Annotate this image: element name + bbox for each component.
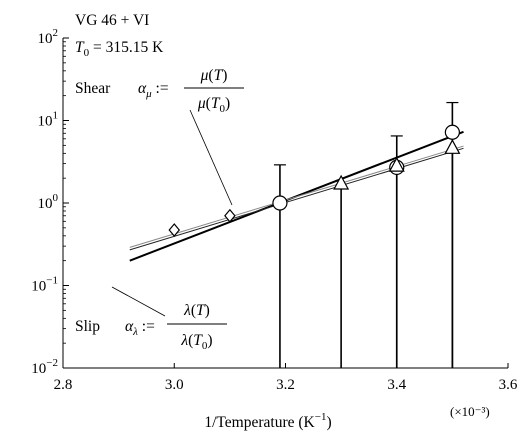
y-tick-label: 100 [38, 192, 59, 212]
error-bars [273, 101, 459, 368]
shear-numerator: μ(T) [200, 67, 228, 84]
slip-numerator: λ(T) [183, 302, 210, 319]
y-tick-label: 10−1 [31, 275, 58, 295]
x-tick-label: 3.2 [276, 377, 295, 393]
shear-alpha: αμ := [138, 80, 169, 100]
x-axis-label: 1/Temperature (K−1) [204, 411, 331, 431]
slip-alpha: αλ := [125, 318, 155, 338]
triangle-marker [333, 174, 350, 190]
x-tick-label: 3.6 [499, 377, 518, 393]
slip-denominator: λ(T0) [180, 332, 212, 352]
slip-label: Slip [75, 318, 100, 335]
header-line-2: T0 = 315.15 K [75, 39, 164, 59]
x-tick-label: 3.4 [387, 377, 406, 393]
diamond-marker [224, 208, 236, 223]
diamond-marker [168, 223, 181, 237]
x-tick-label: 3.0 [165, 377, 184, 393]
triangle-marker [444, 139, 461, 154]
triangle-marker [388, 156, 405, 172]
axis-ticks: 2.8 3.0 3.2 3.4 3.6 10−2 10−1 100 101 102 [31, 27, 518, 393]
slip-leader-line [111, 286, 166, 317]
y-tick-label: 101 [38, 110, 59, 130]
data-markers [168, 124, 461, 237]
y-tick-label: 102 [38, 27, 59, 47]
shear-label: Shear [75, 80, 111, 97]
y-tick-label: 10−2 [31, 357, 58, 377]
x-tick-label: 2.8 [54, 377, 73, 393]
shear-denominator: μ(T0) [197, 95, 230, 115]
shear-leader-line [189, 109, 233, 206]
circle-marker [444, 124, 460, 140]
fit-line-thin-dark [129, 147, 464, 251]
x-multiplier: (×10⁻³) [450, 404, 490, 419]
fit-lines [129, 130, 464, 262]
circle-marker [272, 195, 288, 211]
fit-line-thin-gray [129, 145, 464, 248]
header-line-1: VG 46 + VI [75, 12, 149, 29]
